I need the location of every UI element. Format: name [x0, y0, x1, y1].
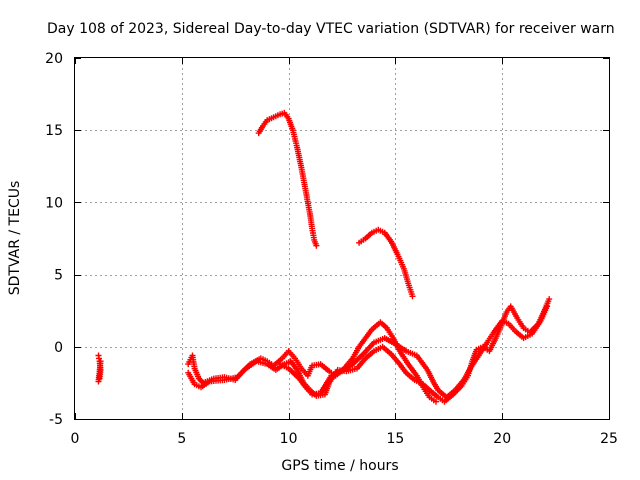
y-axis-label: SDTVAR / TECUs [7, 181, 23, 296]
data-point [97, 358, 104, 365]
y-tick-label: 10 [45, 195, 63, 211]
data-point [546, 296, 553, 303]
x-tick-label: 10 [280, 431, 298, 447]
y-tick-label: 15 [45, 123, 63, 139]
series-arc-4 [277, 303, 551, 401]
y-tick-label: 0 [54, 340, 63, 356]
data-point [313, 242, 320, 249]
series-arc-6 [356, 226, 416, 300]
data-point [409, 293, 416, 300]
x-axis-label: GPS time / hours [281, 458, 398, 474]
x-tick-label: 5 [177, 431, 186, 447]
y-tick-label: -5 [49, 412, 63, 428]
y-tick-label: 5 [54, 268, 63, 284]
x-tick-label: 0 [71, 431, 80, 447]
x-tick-label: 20 [493, 431, 511, 447]
series-arc-5 [255, 109, 320, 249]
x-tick-label: 25 [600, 431, 618, 447]
data-point [433, 398, 439, 405]
y-tick-label: 20 [45, 51, 63, 67]
data-point [544, 303, 551, 310]
x-tick-label: 15 [386, 431, 404, 447]
chart-title: Day 108 of 2023, Sidereal Day-to-day VTE… [47, 21, 615, 37]
series-arc-1 [95, 352, 104, 385]
plot-frame [74, 57, 610, 420]
data-points [95, 109, 553, 405]
